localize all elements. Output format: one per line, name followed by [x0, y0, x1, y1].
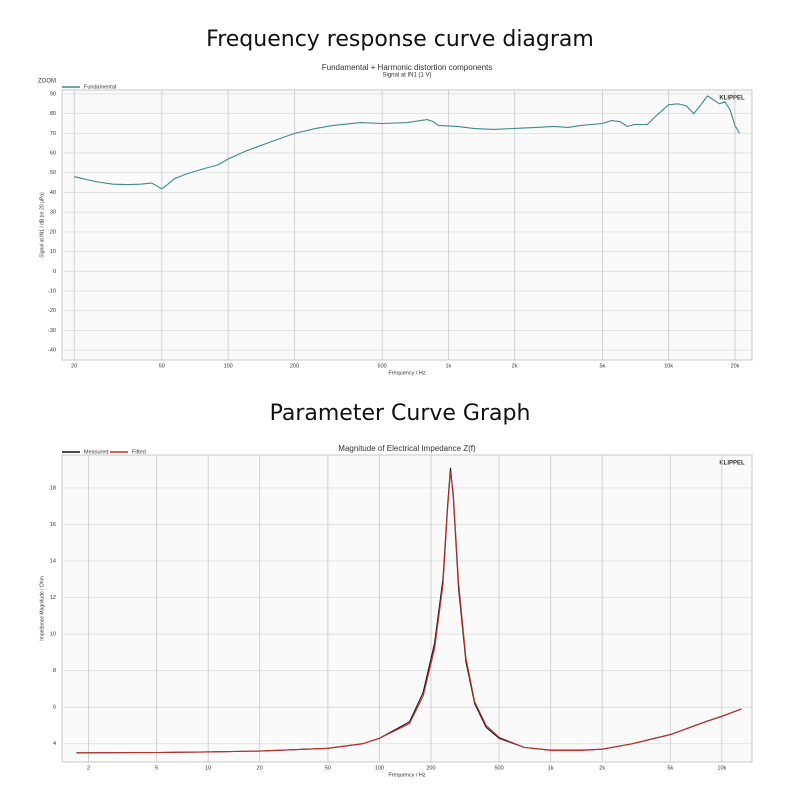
y-tick-label: 4: [53, 741, 56, 747]
x-tick-label: 500: [378, 363, 387, 369]
legend-label: Fitted: [132, 449, 146, 455]
y-tick-label: 0: [53, 269, 56, 275]
x-tick-label: 20: [257, 765, 263, 771]
x-tick-label: 2k: [599, 765, 605, 771]
y-tick-label: 70: [50, 131, 56, 137]
x-tick-label: 50: [325, 765, 331, 771]
x-tick-label: 1k: [446, 363, 452, 369]
x-tick-label: 5k: [599, 363, 605, 369]
y-tick-label: 18: [50, 485, 56, 491]
x-axis-label: Frequency / Hz: [388, 772, 426, 778]
chart-subtitle: Signal at IN1 (1 V): [382, 73, 431, 79]
y-tick-label: 10: [50, 249, 56, 255]
x-tick-label: 5: [155, 765, 158, 771]
legend-label: Fundamental: [84, 84, 116, 90]
x-tick-label: 100: [375, 765, 384, 771]
data-line: [76, 471, 742, 754]
y-axis-label: Signal at IN1 / dB (re 20 µPa): [39, 192, 45, 258]
x-tick-label: 10k: [664, 363, 673, 369]
x-tick-label: 10: [205, 765, 211, 771]
x-axis-label: Frequency / Hz: [388, 370, 426, 376]
heading: Parameter Curve Graph: [270, 401, 531, 426]
y-tick-label: 16: [50, 522, 56, 528]
y-tick-label: -30: [48, 328, 56, 334]
x-tick-label: 10k: [717, 765, 726, 771]
plot-area: [61, 89, 753, 361]
y-axis-label: Impedance Magnitude / Ohm: [39, 576, 45, 640]
logo: KLIPPEL: [719, 96, 745, 102]
plot-area: [61, 454, 753, 763]
x-tick-label: 20: [71, 363, 77, 369]
y-tick-label: 40: [50, 190, 56, 196]
y-tick-label: 20: [50, 229, 56, 235]
y-tick-label: 12: [50, 595, 56, 601]
x-tick-label: 500: [494, 765, 503, 771]
heading: Frequency response curve diagram: [206, 27, 594, 52]
legend-label: Measured: [84, 449, 108, 455]
x-tick-label: 5k: [667, 765, 673, 771]
chart-title: Magnitude of Electrical Impedance Z(f): [338, 444, 476, 453]
x-tick-label: 1k: [548, 765, 554, 771]
y-tick-label: -40: [48, 348, 56, 354]
chart-title: Fundamental + Harmonic distortion compon…: [322, 63, 493, 72]
y-tick-label: 60: [50, 151, 56, 157]
y-tick-label: 8: [53, 668, 56, 674]
x-tick-label: 200: [290, 363, 299, 369]
y-tick-label: 90: [50, 91, 56, 97]
y-tick-label: 80: [50, 111, 56, 117]
zoom-label: ZOOM: [38, 79, 56, 85]
y-tick-label: 10: [50, 632, 56, 638]
y-tick-label: 6: [53, 705, 56, 711]
logo: KLIPPEL: [719, 461, 745, 467]
x-tick-label: 50: [159, 363, 165, 369]
x-tick-label: 200: [426, 765, 435, 771]
x-tick-label: 2: [87, 765, 90, 771]
y-tick-label: -20: [48, 308, 56, 314]
y-tick-label: 30: [50, 210, 56, 216]
y-tick-label: -10: [48, 288, 56, 294]
y-tick-label: 14: [50, 558, 56, 564]
x-tick-label: 100: [224, 363, 233, 369]
x-tick-label: 2k: [512, 363, 518, 369]
data-line: [74, 95, 741, 190]
x-tick-label: 20k: [731, 363, 740, 369]
y-tick-label: 50: [50, 170, 56, 176]
